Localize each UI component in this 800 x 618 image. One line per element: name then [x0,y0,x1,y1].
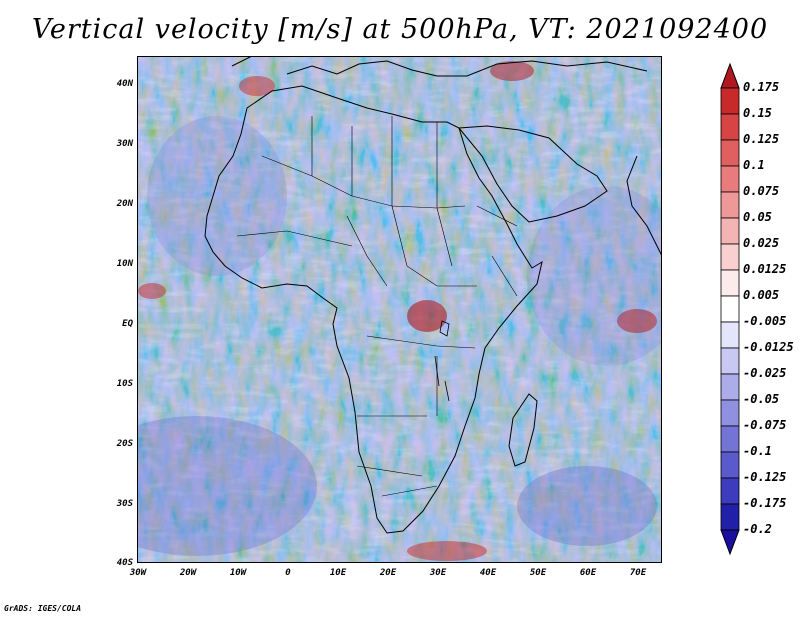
colorbar-arrow-top [720,62,740,89]
europe-coastline [231,55,648,77]
colorbar-label: -0.125 [743,470,787,484]
lat-label-40n: 40N [116,79,133,89]
country-borders [236,116,518,497]
map-panel [77,55,687,563]
colorbar-label: 0.0125 [743,262,787,276]
lat-label-20s: 20S [116,439,133,449]
colorbar-label: 0.005 [743,288,780,302]
colorbar-label: 0.025 [743,236,780,250]
colorbar-swatch [720,477,740,505]
lon-label-10w: 10W [229,568,247,578]
colorbar-swatch [720,243,740,271]
colorbar-swatch [720,113,740,141]
chart-title: Vertical velocity [m/s] at 500hPa, VT: 2… [31,14,769,45]
colorbar-label: -0.005 [743,314,787,328]
colorbar-label: -0.0125 [743,340,794,354]
colorbar-swatch [720,165,740,193]
colorbar-swatch [720,321,740,349]
colorbar-label: -0.2 [743,522,772,536]
colorbar-swatch [720,87,740,115]
africa-coastline [204,85,543,534]
colorbar-label: 0.15 [743,106,772,120]
lat-label-20n: 20N [116,199,133,209]
colorbar-label: -0.1 [743,444,772,458]
colorbar-swatch [720,191,740,219]
lon-label-0: 0 [285,568,291,578]
lon-label-20e: 20E [379,568,397,578]
colorbar-label: 0.175 [743,80,780,94]
colorbar-swatch [720,425,740,453]
colorbar-swatch [720,139,740,167]
lon-label-70e: 70E [629,568,647,578]
colorbar-label: -0.175 [743,496,787,510]
colorbar-label: -0.025 [743,366,787,380]
velocity-field-map [77,55,687,563]
colorbar [720,62,740,556]
lakes [434,320,450,402]
madagascar-coastline [508,393,538,467]
lon-label-40e: 40E [479,568,497,578]
colorbar-swatch [720,347,740,375]
colorbar-swatch [720,295,740,323]
colorbar-swatch [720,451,740,479]
colorbar-label: 0.1 [743,158,765,172]
lon-label-30e: 30E [429,568,447,578]
credit-text: GrADS: IGES/COLA [4,604,82,613]
map-border [137,56,662,563]
colorbar-label: -0.075 [743,418,787,432]
lon-label-50e: 50E [529,568,547,578]
lon-label-20w: 20W [179,568,197,578]
lat-label-10s: 10S [116,379,133,389]
colorbar-swatch [720,217,740,245]
colorbar-label: 0.125 [743,132,780,146]
lon-label-30w: 30W [129,568,147,578]
lon-label-60e: 60E [579,568,597,578]
colorbar-label: 0.05 [743,210,772,224]
colorbar-swatch [720,269,740,297]
colorbar-label: -0.05 [743,392,780,406]
lat-label-10n: 10N [116,259,133,269]
lat-label-eq: EQ [122,319,133,329]
india-coastline [626,155,663,257]
colorbar-arrow-bottom [720,529,740,556]
colorbar-swatch [720,373,740,401]
colorbar-swatch [720,399,740,427]
colorbar-label: 0.075 [743,184,780,198]
lat-label-30s: 30S [116,499,133,509]
arabia-coastline [457,125,608,223]
lat-label-40s: 40S [116,558,133,568]
lon-label-10e: 10E [329,568,347,578]
lat-label-30n: 30N [116,139,133,149]
colorbar-swatch [720,503,740,531]
